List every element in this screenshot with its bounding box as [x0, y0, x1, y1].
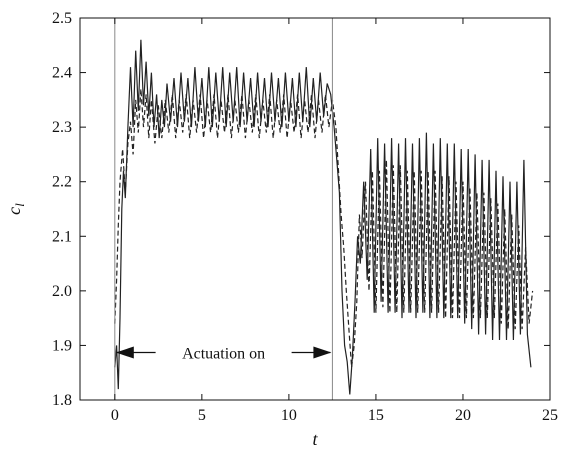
y-axis-label-main: c: [4, 207, 24, 215]
series-layer: [114, 39, 534, 395]
y-tick-label: 1.9: [52, 337, 72, 354]
y-tick-label: 2.1: [52, 228, 72, 245]
x-tick-label: 10: [281, 407, 297, 424]
x-tick-label: 0: [111, 407, 119, 424]
y-tick-label: 1.8: [52, 392, 72, 409]
y-axis-ticks: 1.8 1.9 2.0 2.1 2.2 2.3 2.4 2.5: [52, 10, 550, 409]
annotation-arrowhead-right: [313, 346, 332, 359]
annotation-layer: Actuation on: [115, 346, 332, 363]
y-tick-label: 2.4: [52, 65, 72, 82]
y-tick-label: 2.5: [52, 10, 72, 27]
y-tick-label: 2.3: [52, 119, 72, 136]
x-axis-ticks: 0 5 10 15 20 25: [111, 18, 558, 424]
y-axis-label-subscript: l: [12, 203, 27, 207]
series-line-solid: [114, 39, 532, 395]
plot-frame: [79, 17, 551, 401]
y-tick-label: 2.0: [52, 283, 72, 300]
vertical-marker-layer: [114, 18, 333, 400]
y-axis-label: cl: [4, 203, 27, 215]
series-line-dashed: [114, 88, 534, 368]
annotation-label: Actuation on: [182, 346, 265, 363]
annotation-arrowhead-left: [115, 346, 134, 359]
x-tick-label: 15: [368, 407, 384, 424]
x-tick-label: 20: [455, 407, 471, 424]
y-tick-label: 2.2: [52, 174, 72, 191]
x-tick-label: 5: [198, 407, 206, 424]
x-axis-label: t: [312, 429, 318, 449]
x-tick-label: 25: [542, 407, 558, 424]
